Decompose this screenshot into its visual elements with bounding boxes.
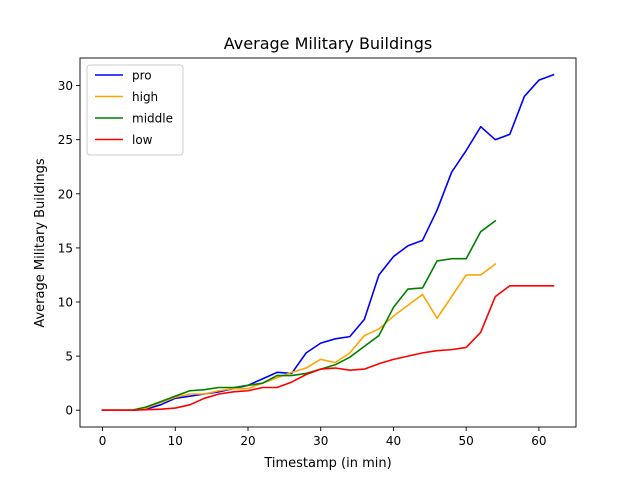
- x-tick-label: 40: [386, 434, 401, 448]
- y-tick-label: 0: [65, 404, 73, 418]
- x-tick-label: 50: [459, 434, 474, 448]
- x-axis-label: Timestamp (in min): [263, 456, 391, 471]
- series-line-low: [101, 284, 555, 412]
- y-tick-label: 10: [58, 296, 73, 310]
- plot-area: 0 10 20 30 40 50 60 0 5 10 15 20 25 30: [58, 57, 577, 448]
- legend-label-pro: pro: [132, 69, 152, 83]
- y-tick-label: 20: [58, 187, 73, 201]
- x-tick-label: 0: [99, 434, 107, 448]
- y-tick-label: 25: [58, 133, 73, 147]
- y-tick-label: 30: [58, 79, 73, 93]
- legend-label-high: high: [132, 90, 158, 104]
- x-tick-label: 60: [531, 434, 546, 448]
- legend-label-middle: middle: [132, 112, 173, 126]
- series-line-middle: [101, 219, 497, 412]
- x-tick-label: 10: [168, 434, 183, 448]
- legend-label-low: low: [132, 133, 153, 147]
- axes-frame: [79, 57, 577, 428]
- chart-title: Average Military Buildings: [224, 34, 432, 53]
- x-tick-label: 20: [240, 434, 255, 448]
- series-line-high: [101, 263, 497, 412]
- x-tick-label: 30: [313, 434, 328, 448]
- series-line-pro: [101, 73, 555, 412]
- legend-box: [86, 64, 184, 156]
- y-axis-label: Average Military Buildings: [33, 158, 48, 328]
- legend: pro high middle low: [86, 64, 184, 156]
- y-tick-label: 15: [58, 241, 73, 255]
- y-tick-label: 5: [65, 350, 73, 364]
